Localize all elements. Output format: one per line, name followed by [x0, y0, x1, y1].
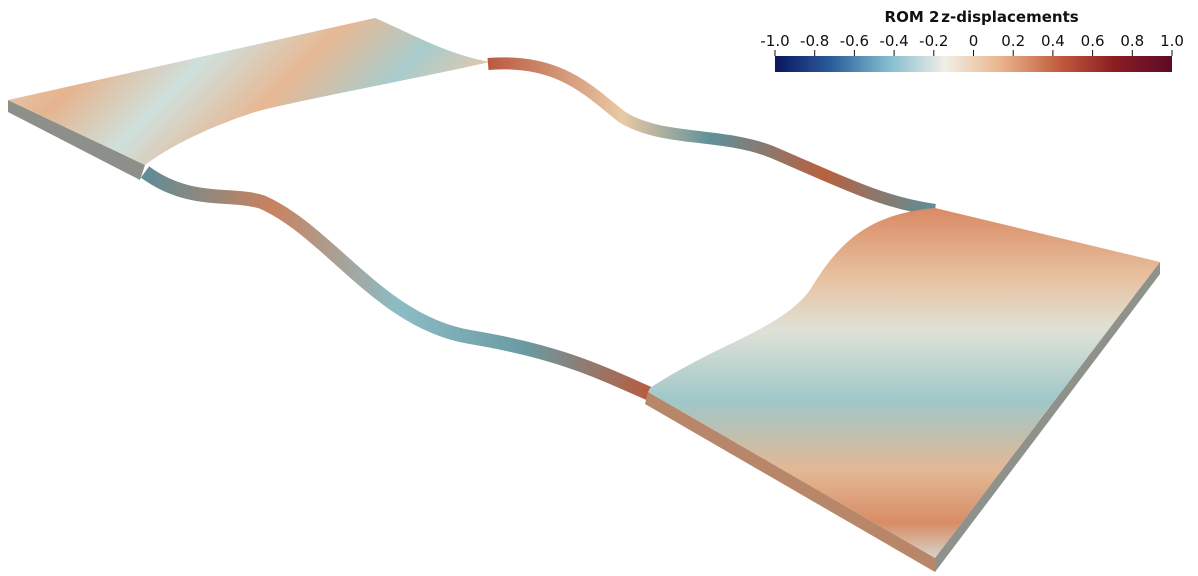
tick-label: -0.4	[879, 32, 908, 50]
colorbar-label: z-displacements	[941, 8, 1078, 26]
right-plate-side	[935, 262, 1160, 572]
tick-label: -0.2	[919, 32, 948, 50]
tick-label: 0.6	[1081, 32, 1105, 50]
tick-label: 0	[969, 32, 979, 50]
tick-label: -0.6	[840, 32, 869, 50]
tick-label: 0.2	[1001, 32, 1025, 50]
left-strip	[140, 166, 653, 401]
colorbar-ramp	[775, 56, 1172, 72]
tick-label: -1.0	[760, 32, 789, 50]
tick-label: 0.4	[1041, 32, 1065, 50]
title: ROM 2	[885, 8, 940, 26]
tick-label: 1.0	[1160, 32, 1184, 50]
right-plate-front	[645, 392, 935, 572]
tick-label: 0.8	[1120, 32, 1144, 50]
right-plate	[648, 208, 1160, 558]
colorbar: ROM 2 z-displacements -1.0 -0.8 -0.6 -0.4 -0…	[760, 8, 1184, 72]
left-plate	[8, 18, 490, 165]
mesh	[8, 18, 1160, 572]
tick-label: -0.8	[800, 32, 829, 50]
left-plate-edge	[8, 100, 145, 180]
right-strip	[487, 57, 936, 216]
